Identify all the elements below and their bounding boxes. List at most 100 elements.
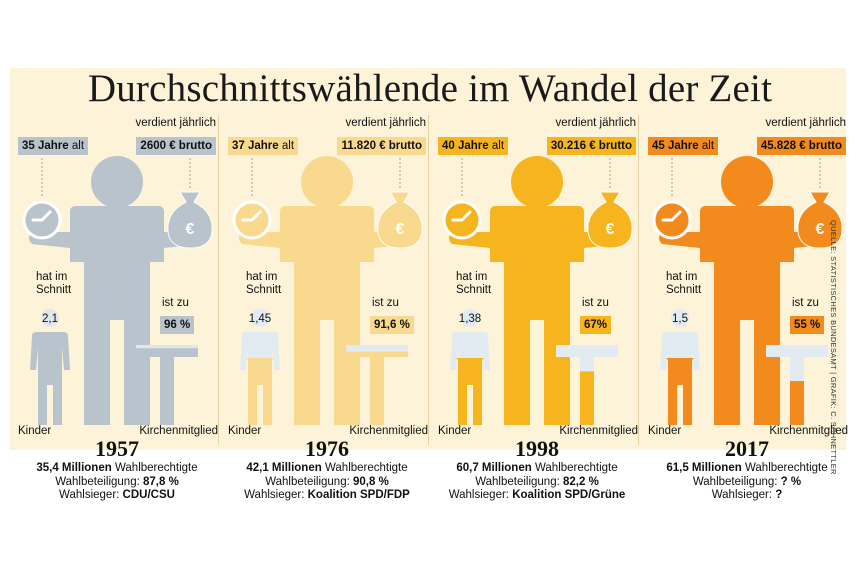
adult-body <box>239 206 415 425</box>
church-cross-bar-fill <box>136 348 198 357</box>
church-member-label: Kirchenmitglied <box>139 425 218 437</box>
kids-caption: hat im Schnitt <box>246 271 282 296</box>
earnings-badge: 2600 € brutto <box>136 137 216 155</box>
child-head <box>41 309 59 327</box>
kids-value: 1,5 <box>672 313 688 325</box>
eligible-voters-line: 42,1 Millionen Wahlberechtigte <box>246 462 408 474</box>
money-bag-icon <box>167 191 213 249</box>
child-lower-body <box>456 358 484 425</box>
kids-caption: hat im Schnitt <box>666 271 702 296</box>
kids-caption: hat im Schnitt <box>456 271 492 296</box>
turnout-line: Wahlbeteiligung: ? % <box>692 475 802 488</box>
adult-body <box>659 206 835 425</box>
age-badge: 35 Jahre alt <box>18 137 89 155</box>
page-title: Durchschnittswählende im Wandel der Zeit <box>87 67 773 110</box>
panel-divider <box>638 115 639 445</box>
turnout-line: Wahlbeteiligung: 82,2 % <box>475 475 599 488</box>
kinder-label: Kinder <box>18 425 52 437</box>
adult-body <box>449 206 625 425</box>
year-panel-1998: € 40 Jahre alt verdient jährlich 30.216 … <box>432 0 642 573</box>
kinder-label: Kinder <box>648 425 682 437</box>
election-year: 1998 <box>515 436 559 461</box>
kids-caption: hat im Schnitt <box>36 271 72 296</box>
election-stats: 60,7 Millionen Wahlberechtigte Wahlbetei… <box>432 462 642 503</box>
church-cross-bar <box>766 345 828 357</box>
church-percentage-badge: 67% <box>580 316 612 334</box>
voter-figure-illustration: € <box>442 156 633 425</box>
kids-value: 2,1 <box>42 313 58 325</box>
church-cross-fill <box>160 357 174 425</box>
age-badge: 45 Jahre alt <box>648 137 719 155</box>
earnings-badge: 45.828 € brutto <box>756 137 846 155</box>
source-credit: QUELLE: STATISTISCHES BUNDESAMT | GRAFIK… <box>829 220 838 475</box>
money-bag-icon <box>587 191 633 249</box>
earnings-caption: verdient jährlich <box>765 117 846 129</box>
year-panel-1957: € 35 Jahre alt verdient jährlich 2600 € … <box>12 0 222 573</box>
clock-hands-icon <box>241 210 262 222</box>
child-head <box>461 309 479 327</box>
panel-divider <box>428 115 429 445</box>
eligible-voters-line: 60,7 Millionen Wahlberechtigte <box>456 462 618 474</box>
church-percentage-badge: 96 % <box>160 316 195 334</box>
earnings-caption: verdient jährlich <box>555 117 636 129</box>
child-lower-body <box>666 358 694 425</box>
turnout-line: Wahlbeteiligung: 87,8 % <box>55 475 179 488</box>
adult-head <box>511 156 563 208</box>
election-stats: 35,4 Millionen Wahlberechtigte Wahlbetei… <box>12 462 222 503</box>
church-cross-fill <box>790 381 804 425</box>
eligible-voters-line: 61,5 Millionen Wahlberechtigte <box>666 462 828 474</box>
age-badge: 40 Jahre alt <box>438 137 509 155</box>
adult-head <box>91 156 143 208</box>
church-member-label: Kirchenmitglied <box>769 425 848 437</box>
child-lower-body <box>246 358 274 425</box>
kinder-label: Kinder <box>438 425 472 437</box>
church-cross-fill <box>370 357 384 425</box>
election-stats: 42,1 Millionen Wahlberechtigte Wahlbetei… <box>222 462 432 503</box>
turnout-line: Wahlbeteiligung: 90,8 % <box>265 475 389 488</box>
euro-sign-icon: € <box>396 221 405 238</box>
winner-line: Wahlsieger: Koalition SPD/FDP <box>244 489 410 501</box>
election-stats: 61,5 Millionen Wahlberechtigte Wahlbetei… <box>642 462 852 503</box>
money-bag-icon <box>797 191 843 249</box>
kinder-label: Kinder <box>228 425 262 437</box>
adult-head <box>721 156 773 208</box>
year-panel-2017: € 45 Jahre alt verdient jährlich 45.828 … <box>642 0 852 573</box>
church-percentage-badge: 91,6 % <box>370 316 414 334</box>
euro-sign-icon: € <box>186 221 195 238</box>
winner-line: Wahlsieger: CDU/CSU <box>59 489 175 501</box>
clock-hands-icon <box>31 210 52 222</box>
church-caption: ist zu <box>792 297 819 309</box>
year-panel-1976: € 37 Jahre alt verdient jährlich 11.820 … <box>222 0 432 573</box>
euro-sign-icon: € <box>606 221 615 238</box>
kids-value: 1,45 <box>248 313 272 325</box>
age-badge: 37 Jahre alt <box>228 137 299 155</box>
election-year: 2017 <box>725 436 769 461</box>
earnings-caption: verdient jährlich <box>345 117 426 129</box>
winner-line: Wahlsieger: Koalition SPD/Grüne <box>448 489 626 501</box>
church-caption: ist zu <box>162 297 189 309</box>
eligible-voters-line: 35,4 Millionen Wahlberechtigte <box>36 462 198 474</box>
child-head <box>251 309 269 327</box>
earnings-badge: 30.216 € brutto <box>546 137 636 155</box>
kids-value: 1,38 <box>458 313 482 325</box>
adult-head <box>301 156 353 208</box>
earnings-badge: 11.820 € brutto <box>337 137 426 155</box>
money-bag-icon <box>377 191 423 249</box>
euro-sign-icon: € <box>816 221 825 238</box>
church-member-label: Kirchenmitglied <box>559 425 638 437</box>
panel-divider <box>218 115 219 445</box>
election-year: 1957 <box>95 436 139 461</box>
voter-figure-illustration: € <box>652 156 843 425</box>
election-year: 1976 <box>305 436 349 461</box>
church-cross-fill <box>580 371 594 425</box>
church-cross-bar-fill <box>346 351 408 357</box>
clock-hands-icon <box>451 210 472 222</box>
church-member-label: Kirchenmitglied <box>349 425 428 437</box>
church-caption: ist zu <box>582 297 609 309</box>
voter-figure-illustration: € <box>232 156 423 425</box>
voter-figure-illustration: € <box>22 156 213 425</box>
child-head <box>671 309 689 327</box>
church-percentage-badge: 55 % <box>790 316 825 334</box>
church-caption: ist zu <box>372 297 399 309</box>
earnings-caption: verdient jährlich <box>135 117 216 129</box>
